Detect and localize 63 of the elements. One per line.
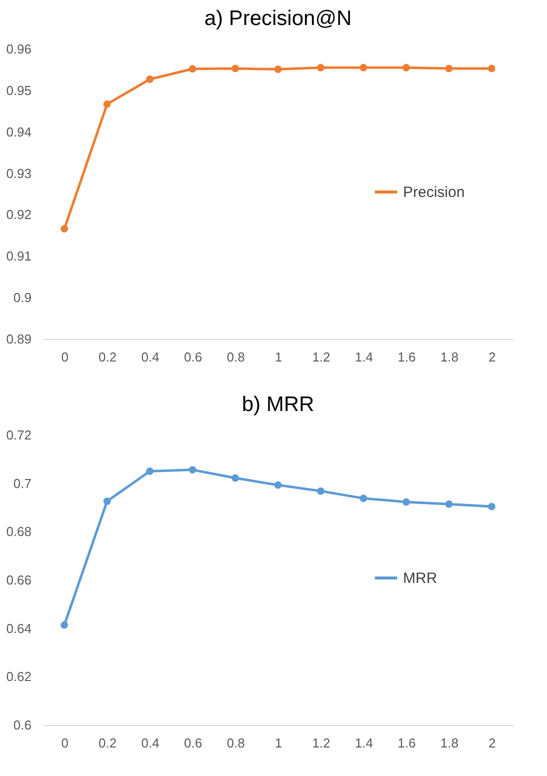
y-tick-label: 0.66 xyxy=(6,572,32,588)
point xyxy=(360,494,368,502)
x-tick-label: 0.2 xyxy=(98,350,117,364)
x-tick-label: 1.2 xyxy=(312,350,330,364)
y-tick-label: 0.92 xyxy=(6,207,32,222)
y-tick-label: 0.93 xyxy=(6,166,32,181)
x-tick-label: 0.4 xyxy=(141,736,160,750)
point xyxy=(445,500,453,508)
legend-label: MRR xyxy=(403,570,438,587)
x-tick-label: 2 xyxy=(488,736,496,750)
x-tick-label: 1.8 xyxy=(440,736,458,750)
x-tick-label: 2 xyxy=(488,350,496,364)
y-tick-label: 0.89 xyxy=(6,332,32,346)
point xyxy=(60,621,68,629)
point xyxy=(103,100,111,108)
y-tick-label: 0.7 xyxy=(13,476,32,491)
x-tick-label: 1.4 xyxy=(354,350,373,364)
y-tick-label: 0.9 xyxy=(13,290,32,306)
y-tick-label: 0.94 xyxy=(6,124,32,140)
x-tick-label: 0.2 xyxy=(98,736,117,750)
x-tick-label: 1 xyxy=(274,736,282,750)
point xyxy=(103,498,111,505)
y-tick-label: 0.91 xyxy=(6,248,32,264)
x-tick-label: 0.6 xyxy=(184,736,202,750)
y-tick-label: 0.96 xyxy=(6,42,32,56)
x-tick-label: 1 xyxy=(274,350,282,364)
x-tick-label: 0.4 xyxy=(141,350,160,364)
point xyxy=(274,481,282,489)
point xyxy=(146,468,154,475)
x-tick-label: 0.6 xyxy=(184,350,202,364)
y-tick-label: 0.72 xyxy=(6,428,32,442)
point xyxy=(360,64,368,72)
point xyxy=(402,498,410,506)
y-tick-label: 0.62 xyxy=(6,669,32,684)
point xyxy=(274,66,282,73)
legend-label: Precision xyxy=(403,184,465,201)
chart-title: a) Precision@N xyxy=(204,7,352,30)
y-tick-label: 0.6 xyxy=(13,718,32,732)
y-tick-label: 0.64 xyxy=(6,620,32,636)
x-tick-label: 1.6 xyxy=(398,736,416,750)
point xyxy=(60,225,68,232)
x-tick-label: 1.6 xyxy=(398,350,416,364)
point xyxy=(317,64,324,72)
x-tick-label: 0.8 xyxy=(226,736,245,750)
x-tick-label: 1.8 xyxy=(440,350,458,364)
point xyxy=(488,64,496,72)
x-tick-label: 0 xyxy=(61,350,68,364)
point xyxy=(146,76,154,83)
x-tick-label: 1.2 xyxy=(312,736,330,750)
point xyxy=(232,64,239,72)
y-tick-label: 0.95 xyxy=(6,82,32,98)
point xyxy=(445,64,453,72)
x-tick-label: 1.4 xyxy=(354,736,373,750)
point xyxy=(488,502,496,510)
point xyxy=(188,466,196,474)
point xyxy=(232,474,239,482)
point xyxy=(402,64,410,72)
x-tick-label: 0.8 xyxy=(226,350,245,364)
point xyxy=(188,65,196,73)
y-tick-label: 0.68 xyxy=(6,524,32,540)
point xyxy=(317,487,324,495)
x-tick-label: 0 xyxy=(61,736,68,750)
chart-title: b) MRR xyxy=(242,393,314,416)
